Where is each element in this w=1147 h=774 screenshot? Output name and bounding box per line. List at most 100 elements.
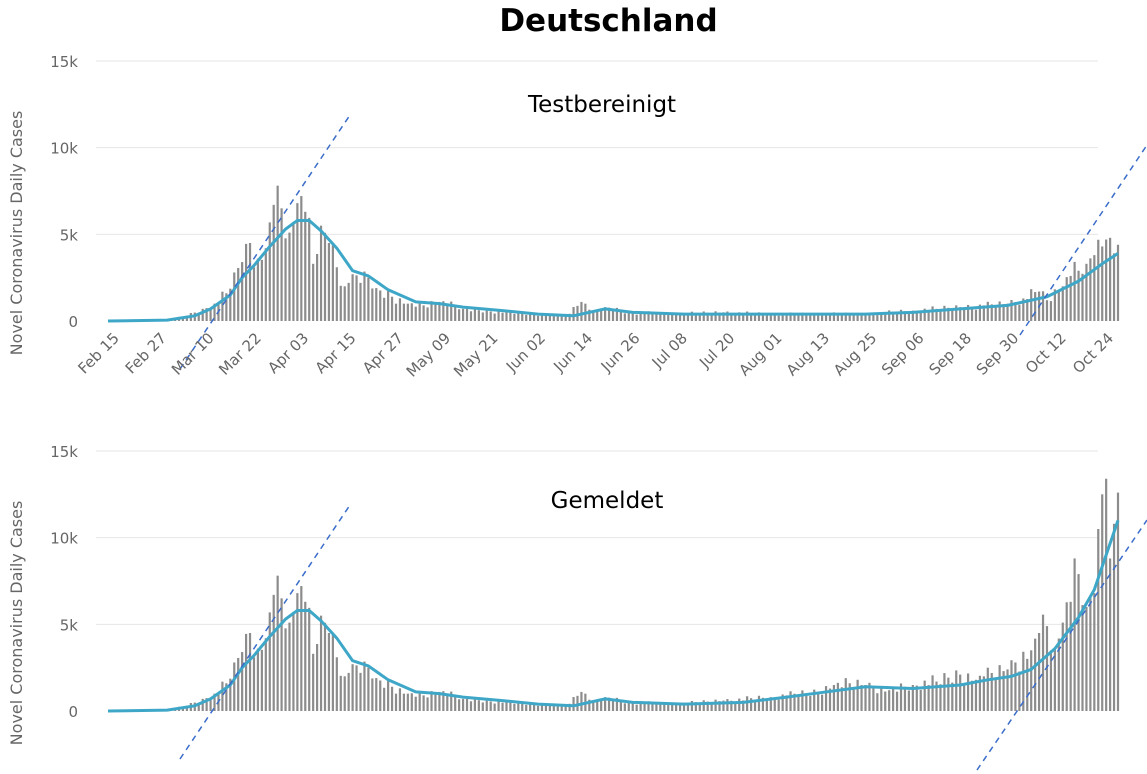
bar (394, 693, 398, 711)
bar (379, 290, 382, 321)
bar (1089, 598, 1092, 711)
bar (686, 703, 690, 711)
bar (647, 701, 650, 711)
bar (359, 282, 362, 321)
bar (797, 314, 800, 321)
bar (256, 258, 260, 321)
x-tick-label: Oct 12 (1022, 329, 1070, 377)
bar (588, 699, 591, 711)
bar (990, 672, 993, 711)
bar (493, 703, 496, 711)
bar (974, 309, 978, 321)
bar (821, 315, 824, 321)
bar (312, 263, 315, 321)
bar (959, 674, 962, 711)
bar (667, 705, 670, 711)
bar (730, 700, 733, 711)
bar (947, 307, 950, 321)
bar (418, 691, 421, 711)
x-tick-label: Mar 22 (215, 329, 265, 379)
bar (489, 701, 492, 711)
bar (544, 705, 548, 711)
bar (631, 702, 634, 711)
bar (1057, 638, 1060, 711)
bar (205, 308, 208, 321)
bar (536, 315, 540, 321)
bar (726, 311, 729, 321)
bar (241, 262, 244, 321)
bar (501, 702, 504, 711)
x-tick-label: Feb 15 (74, 329, 122, 377)
bar (604, 697, 607, 711)
bar (702, 311, 705, 321)
bar (931, 306, 934, 321)
bar (308, 607, 311, 711)
bar (529, 312, 532, 321)
y-tick-label: 0 (68, 313, 78, 331)
bar (994, 678, 997, 711)
bar (438, 691, 441, 711)
bar (276, 185, 279, 321)
bar (907, 690, 910, 711)
bar (702, 700, 705, 711)
y-tick-label: 10k (50, 530, 78, 548)
chart-testbereinigt: 0 5k 10k 15k Novel Coronavirus Daily Cases Te… (7, 53, 1147, 381)
bar (1002, 671, 1005, 711)
bar (316, 253, 319, 321)
bar (347, 282, 350, 321)
bar (860, 314, 863, 321)
chart-subtitle: Testbereinigt (527, 92, 676, 118)
bar (402, 693, 405, 711)
bar (694, 702, 697, 711)
bar (844, 678, 847, 711)
bar (525, 314, 528, 321)
bar (643, 313, 646, 321)
bar (1053, 289, 1056, 321)
bar (951, 309, 954, 321)
bar (769, 697, 772, 711)
bar (244, 243, 248, 321)
bar (371, 288, 374, 321)
bar (647, 311, 650, 321)
bar (817, 314, 820, 321)
bar (710, 703, 713, 711)
bar (473, 307, 477, 321)
bar (588, 309, 591, 321)
bar (872, 313, 875, 321)
bar (580, 691, 583, 711)
bar (197, 702, 200, 711)
bar (296, 593, 299, 711)
bar (611, 310, 615, 321)
bar (485, 310, 488, 321)
bar (939, 310, 942, 321)
bar (260, 649, 263, 711)
bar (734, 314, 737, 321)
bar (197, 312, 200, 321)
bar (923, 680, 926, 711)
bar (592, 312, 595, 321)
bar (454, 695, 457, 711)
bar (284, 628, 287, 711)
bar (284, 238, 287, 321)
bar (619, 310, 622, 321)
bar (410, 303, 413, 321)
bar (982, 305, 985, 321)
bar (390, 296, 394, 321)
bar (761, 697, 765, 711)
x-tick-label: Jun 14 (549, 329, 596, 376)
bar (375, 678, 378, 711)
bar (813, 313, 816, 321)
bar (316, 643, 319, 711)
bar (880, 312, 883, 321)
bar (596, 699, 599, 711)
bar (225, 683, 228, 711)
bar (477, 700, 480, 711)
bar (544, 315, 548, 321)
x-tick-label: Jun 26 (597, 329, 644, 376)
bar (465, 308, 469, 321)
bar (335, 657, 338, 711)
bar (1105, 239, 1108, 321)
bar (312, 653, 315, 711)
bar (777, 699, 780, 711)
bar (927, 310, 930, 321)
